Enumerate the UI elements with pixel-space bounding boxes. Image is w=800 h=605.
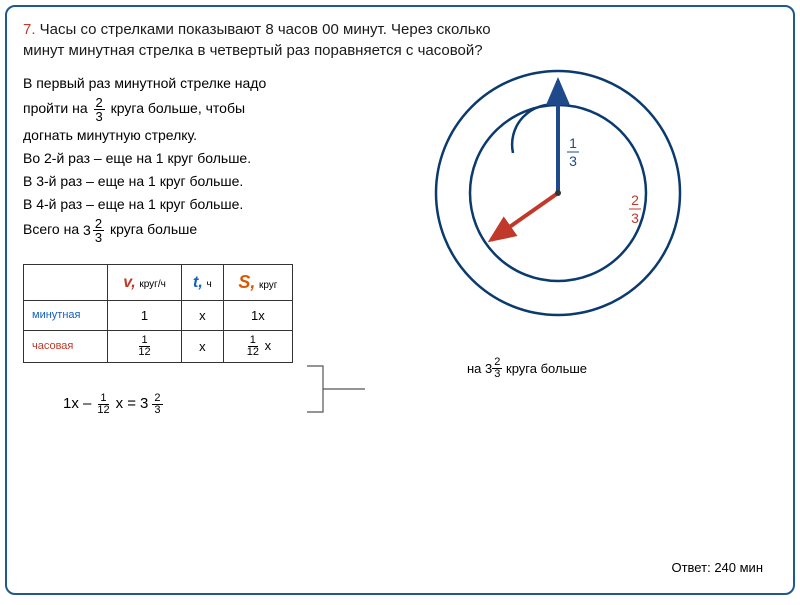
question-number: 7. [23, 21, 36, 38]
frac-3-2-3: 2 3 [93, 217, 104, 244]
clock-spiral [512, 105, 558, 153]
table-corner [24, 265, 108, 301]
bracket-icon [305, 362, 395, 432]
question-text-1: Часы со стрелками показывают 8 часов 00 … [36, 21, 491, 38]
th-t: t, ч [181, 265, 223, 301]
svg-text:2: 2 [631, 192, 639, 208]
eq-frac-1-12: 1 12 [95, 393, 111, 416]
exp-p4: В 4-й раз – еще на 1 круг больше. [23, 194, 383, 215]
exp-p1b: пройти на 2 3 круга больше, чтобы [23, 96, 383, 123]
cell-hr-s: 1 12 x [223, 331, 292, 363]
frac-2-3: 2 3 [94, 96, 105, 123]
clock-diagram: 1 3 2 3 [413, 53, 733, 343]
body: В первый раз минутной стрелке надо пройт… [23, 73, 777, 416]
side-note: на 3 2 3 круга больше [407, 357, 587, 380]
exp-p2: Во 2-й раз – еще на 1 круг больше. [23, 148, 383, 169]
clock-label-1-3: 1 3 [567, 135, 579, 169]
table-row-minute: минутная 1 x 1x [24, 301, 293, 331]
row-label-minute: минутная [24, 301, 108, 331]
cell-min-s: 1x [223, 301, 292, 331]
answer: Ответ: 240 мин [671, 560, 763, 575]
hour-hand [491, 193, 558, 240]
svg-text:1: 1 [569, 135, 577, 151]
frac-1-12-b: 1 12 [245, 335, 261, 358]
table: v, круг/ч t, ч S, круг минутная 1 x 1x ч… [23, 264, 293, 363]
page-frame: 7. Часы со стрелками показывают 8 часов … [5, 5, 795, 595]
cell-min-t: x [181, 301, 223, 331]
th-v: v, круг/ч [108, 265, 182, 301]
svg-text:3: 3 [569, 153, 577, 169]
exp-p5: Всего на 3 2 3 круга больше [23, 217, 383, 244]
cell-hr-v: 1 12 [108, 331, 182, 363]
table-row-hour: часовая 1 12 x 1 12 x [24, 331, 293, 363]
side-frac: 2 3 [492, 357, 502, 380]
exp-p1a: В первый раз минутной стрелке надо [23, 73, 383, 94]
svg-text:3: 3 [631, 210, 639, 226]
clock-center-dot [555, 190, 561, 196]
exp-p1d: догнать минутную стрелку. [23, 125, 383, 146]
th-s: S, круг [223, 265, 292, 301]
cell-min-v: 1 [108, 301, 182, 331]
rate-table: v, круг/ч t, ч S, круг минутная 1 x 1x ч… [23, 264, 293, 363]
cell-hr-t: x [181, 331, 223, 363]
frac-1-12-a: 1 12 [136, 335, 152, 358]
exp-p3: В 3-й раз – еще на 1 круг больше. [23, 171, 383, 192]
table-header-row: v, круг/ч t, ч S, круг [24, 265, 293, 301]
eq-frac-2-3: 2 3 [152, 393, 162, 416]
row-label-hour: часовая [24, 331, 108, 363]
clock-label-2-3: 2 3 [629, 192, 641, 226]
